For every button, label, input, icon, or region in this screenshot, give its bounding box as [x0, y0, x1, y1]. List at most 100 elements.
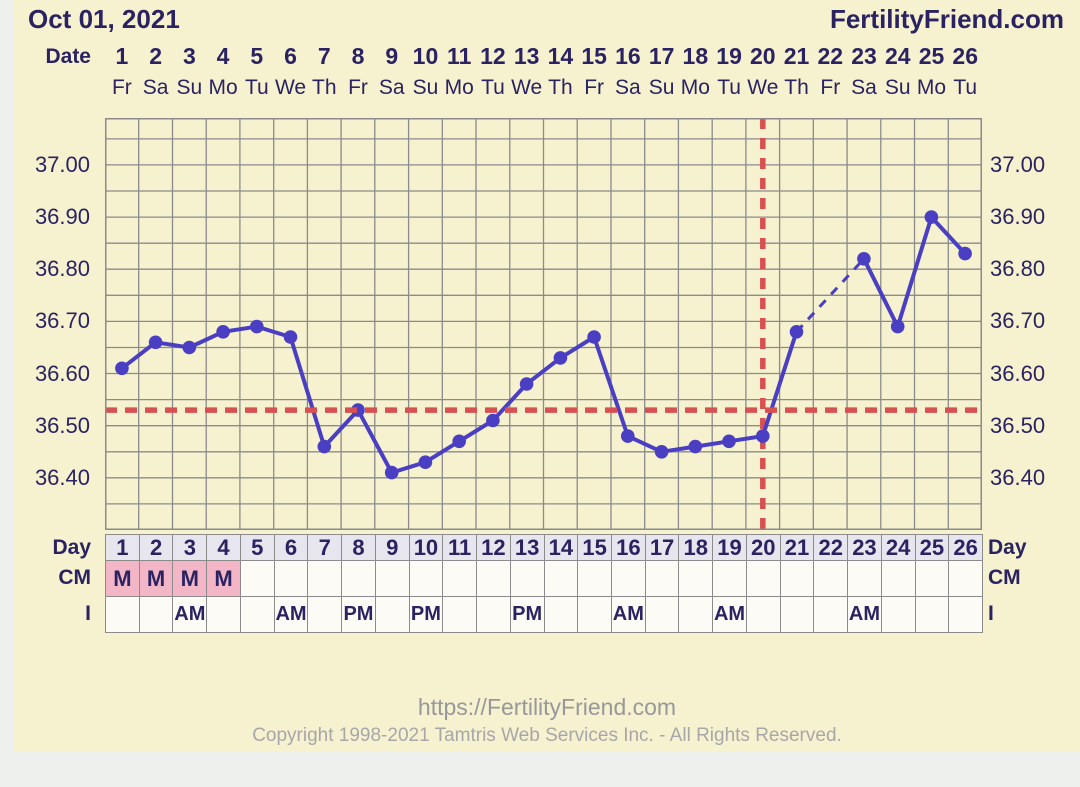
- weekday-label: Th: [548, 76, 573, 99]
- day-cell: 6: [274, 535, 309, 561]
- date-number: 5: [250, 43, 264, 69]
- cm-cell: [578, 561, 612, 597]
- brand-link[interactable]: FertilityFriend.com: [829, 4, 1064, 34]
- intercourse-cell: [915, 597, 950, 633]
- date-number: 17: [648, 43, 675, 69]
- y-axis-label: 36.60: [34, 360, 90, 386]
- cm-cell: [814, 561, 849, 597]
- day-cell: 10: [409, 535, 444, 561]
- day-cell: 22: [814, 535, 849, 561]
- y-axis-label: 36.50: [990, 412, 1046, 438]
- day-cell: 16: [611, 535, 646, 561]
- day-cell: 8: [342, 535, 376, 561]
- footer-url[interactable]: https://FertilityFriend.com: [417, 694, 677, 720]
- cm-cell: M: [106, 561, 140, 597]
- chart-date: Oct 01, 2021: [28, 4, 180, 34]
- day-cell: 9: [375, 535, 410, 561]
- row-label-i-left: I: [85, 602, 91, 625]
- cm-cell: [780, 561, 815, 597]
- temp-point: [890, 319, 905, 334]
- weekday-label: Tu: [717, 76, 741, 99]
- day-cell: 2: [139, 535, 174, 561]
- day-cell: 26: [949, 535, 983, 561]
- day-cell: 18: [679, 535, 714, 561]
- bbt-chart-svg: [105, 118, 982, 530]
- day-cell: 17: [645, 535, 680, 561]
- cm-cell: [240, 561, 275, 597]
- day-cell: 1: [106, 535, 140, 561]
- weekday-label: Mo: [208, 76, 238, 99]
- intercourse-cell: [207, 597, 241, 633]
- date-number: 6: [284, 43, 297, 69]
- date-number: 2: [149, 43, 162, 69]
- temp-point: [115, 361, 129, 376]
- temp-point: [621, 429, 635, 443]
- y-axis-label: 36.90: [990, 204, 1046, 230]
- date-number: 25: [918, 43, 945, 69]
- weekday-label: Fr: [111, 76, 132, 99]
- date-number: 4: [216, 43, 230, 69]
- temp-point: [250, 319, 264, 334]
- temp-point: [182, 340, 197, 355]
- cm-cell: [274, 561, 309, 597]
- y-axis-label: 36.40: [34, 464, 90, 490]
- day-cell: 3: [173, 535, 208, 561]
- date-numbers-row: 1 2 3 4 5 6 7 8 9 10 11 12 13 14 15 16 17 18 19 20 21 22 23 24 2…: [105, 41, 982, 71]
- weekday-label: Su: [412, 76, 439, 99]
- date-number: 24: [884, 43, 911, 69]
- date-number: 1: [115, 43, 129, 69]
- y-axis-label: 37.00: [990, 151, 1046, 177]
- weekday-label: Sa: [378, 76, 405, 99]
- weekday-label: Sa: [615, 76, 641, 99]
- y-axis-label: 36.40: [990, 464, 1046, 490]
- temp-point: [317, 439, 332, 454]
- chart-grid: [105, 118, 982, 530]
- row-label-day-right: Day: [988, 536, 1027, 559]
- weekday-label: Fr: [348, 76, 368, 99]
- cm-cell: [544, 561, 579, 597]
- y-axis-label: 37.00: [34, 151, 90, 177]
- y-axis-label: 36.90: [34, 204, 90, 230]
- cm-cell: [308, 561, 343, 597]
- weekday-label: Sa: [851, 76, 877, 99]
- temp-point: [958, 246, 972, 261]
- cm-cell: [713, 561, 747, 597]
- day-cell: 21: [780, 535, 815, 561]
- intercourse-cell: [881, 597, 916, 633]
- date-number: 14: [547, 43, 574, 69]
- weekday-label: Th: [784, 76, 809, 99]
- weekday-label: Th: [312, 76, 337, 99]
- cm-cell: [375, 561, 410, 597]
- weekday-label: Tu: [481, 76, 505, 99]
- weekday-row: Fr Sa Su Mo Tu We Th Fr Sa Su Mo Tu We Th Fr Sa Su Mo Tu We…: [105, 75, 982, 101]
- date-number: 8: [351, 43, 365, 69]
- temp-point: [519, 377, 534, 391]
- intercourse-cell: [240, 597, 275, 633]
- intercourse-cell: [578, 597, 612, 633]
- date-number: 26: [952, 43, 979, 69]
- y-axis-label: 36.70: [34, 308, 90, 334]
- weekday-label: Su: [176, 76, 203, 99]
- weekday-label: Fr: [584, 76, 605, 99]
- date-number: 12: [480, 43, 506, 69]
- day-cell: 20: [746, 535, 781, 561]
- intercourse-cell: PM: [510, 597, 545, 633]
- temp-point: [587, 330, 601, 344]
- date-number: 22: [817, 43, 844, 69]
- bbt-chart: [105, 118, 982, 530]
- cm-cell: [611, 561, 646, 597]
- day-cell: 14: [544, 535, 579, 561]
- weekday-label: Fr: [820, 76, 841, 99]
- intercourse-cell: AM: [848, 597, 882, 633]
- weekday-label: Tu: [953, 76, 978, 99]
- day-cell: 19: [713, 535, 747, 561]
- weekday-label: Mo: [680, 76, 710, 99]
- y-axis-label: 36.80: [34, 256, 90, 282]
- row-label-i-right: I: [988, 602, 994, 625]
- day-cell: 4: [207, 535, 241, 561]
- y-axis-label: 36.50: [34, 412, 90, 438]
- day-cell: 11: [443, 535, 478, 561]
- date-number: 7: [317, 43, 331, 69]
- weekday-label: We: [274, 76, 307, 99]
